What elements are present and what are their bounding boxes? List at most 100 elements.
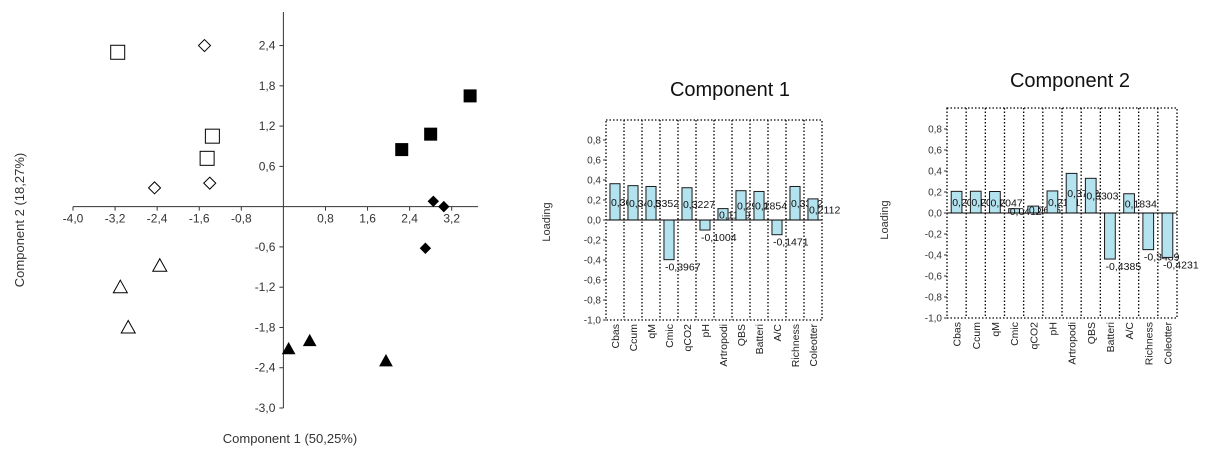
bar-category-label: A/C bbox=[772, 324, 784, 342]
bar-value-label: 0,2047 bbox=[991, 197, 1023, 209]
component-2-y-axis-label: Loading bbox=[879, 200, 891, 239]
bar-category-label: qM bbox=[990, 322, 1002, 337]
bar-category-label: pH bbox=[700, 324, 712, 337]
scatter-y-tick-label: 1,8 bbox=[259, 79, 276, 93]
bar-y-tick-label: 0,4 bbox=[928, 167, 942, 178]
loading-bar bbox=[771, 219, 783, 236]
loading-bar bbox=[1142, 212, 1155, 251]
scatter-x-axis-label: Component 1 (50,25%) bbox=[223, 431, 357, 446]
scatter-point-diamond-filled bbox=[419, 242, 432, 254]
loading-bar bbox=[663, 219, 675, 261]
scatter-point-square-open bbox=[204, 128, 220, 144]
bar-category-label: Batteri bbox=[1105, 322, 1117, 352]
scatter-y-tick-label: -0,6 bbox=[255, 240, 276, 254]
bar-y-tick-label: -0,2 bbox=[925, 230, 943, 241]
bar-category-label: Artropodi bbox=[718, 324, 730, 367]
bar-category-label: QBS bbox=[1086, 322, 1098, 344]
scatter-point-triangle-filled bbox=[302, 333, 317, 347]
bar-category-label: QBS bbox=[736, 324, 748, 346]
bar-y-tick-label: -1,0 bbox=[584, 316, 602, 327]
scatter-y-tick-label: 1,2 bbox=[259, 119, 276, 133]
scatter-x-tick-label: -4,0 bbox=[63, 212, 84, 226]
scatter-y-axis-label: Component 2 (18,27%) bbox=[12, 153, 27, 287]
scatter-point-square-filled bbox=[463, 89, 477, 103]
bar-value-label: -0,1471 bbox=[773, 237, 809, 249]
bar-category-label: pH bbox=[1047, 322, 1059, 335]
bar-category-label: qCO2 bbox=[1028, 322, 1040, 350]
scatter-point-triangle-filled bbox=[379, 353, 393, 367]
bar-y-tick-label: 0,6 bbox=[928, 146, 942, 157]
bar-y-tick-label: 0,0 bbox=[587, 216, 601, 227]
pca-scatter-plot: Component 1 (50,25%) Component 2 (18,27%… bbox=[12, 12, 478, 446]
component-1-y-axis-label: Loading bbox=[541, 202, 553, 241]
scatter-point-diamond-filled bbox=[427, 195, 439, 207]
bar-category-label: Batteri bbox=[754, 324, 766, 354]
component-1-title: Component 1 bbox=[670, 79, 790, 101]
scatter-point-diamond-filled bbox=[438, 200, 450, 213]
bar-category-label: Ccum bbox=[971, 322, 983, 350]
scatter-point-triangle-open bbox=[151, 257, 168, 272]
bar-category-label: Richness bbox=[790, 324, 802, 367]
scatter-point-square-open bbox=[199, 150, 215, 166]
bar-y-tick-label: -0,8 bbox=[584, 296, 602, 307]
scatter-y-tick-label: -3,0 bbox=[255, 401, 276, 415]
loading-bar bbox=[1104, 212, 1116, 260]
scatter-point-diamond-open bbox=[203, 176, 217, 190]
scatter-point-triangle-open bbox=[112, 279, 129, 294]
scatter-y-tick-label: 0,6 bbox=[259, 159, 276, 173]
bar-value-label: -0,1004 bbox=[701, 232, 737, 244]
bar-category-label: Cmic bbox=[664, 324, 676, 348]
bar-value-label: -0,3967 bbox=[665, 262, 701, 274]
scatter-x-tick-label: 1,6 bbox=[359, 212, 376, 226]
scatter-point-triangle-open bbox=[120, 319, 137, 334]
bar-y-tick-label: 0,8 bbox=[587, 136, 601, 147]
scatter-x-tick-label: -0,8 bbox=[231, 212, 252, 226]
bar-value-label: 0,3227 bbox=[683, 199, 715, 211]
bar-y-tick-label: 0,4 bbox=[587, 176, 601, 187]
bar-category-label: Coleotter bbox=[1162, 322, 1174, 365]
scatter-point-square-filled bbox=[395, 143, 409, 157]
bar-category-label: A/C bbox=[1124, 322, 1136, 340]
bar-value-label: 0,2854 bbox=[755, 201, 787, 213]
bar-value-label: 0,1834 bbox=[1125, 198, 1157, 210]
bar-y-tick-label: -0,6 bbox=[925, 272, 943, 283]
bar-y-tick-label: 0,2 bbox=[928, 188, 942, 199]
bar-category-label: Cbas bbox=[952, 322, 964, 347]
bar-category-label: Artropodi bbox=[1067, 322, 1079, 365]
bar-y-tick-label: -0,2 bbox=[584, 236, 602, 247]
bar-y-tick-label: 0,2 bbox=[587, 196, 601, 207]
bar-category-label: Cbas bbox=[610, 324, 622, 349]
bar-category-label: Coleotter bbox=[808, 324, 820, 367]
bar-value-label: 0,36 bbox=[611, 197, 632, 209]
bar-y-tick-label: -0,4 bbox=[584, 256, 602, 267]
bar-y-tick-label: -0,6 bbox=[584, 276, 602, 287]
bar-category-label: qCO2 bbox=[682, 324, 694, 352]
bar-value-label: 0,3352 bbox=[647, 198, 679, 210]
loading-bar bbox=[699, 219, 711, 231]
scatter-x-tick-label: 0,8 bbox=[317, 212, 334, 226]
bar-value-label: 0,3303 bbox=[1086, 191, 1118, 203]
loading-bar bbox=[1161, 212, 1174, 258]
bar-y-tick-label: 0,8 bbox=[928, 125, 942, 136]
scatter-point-square-filled bbox=[424, 127, 438, 141]
bar-category-label: Richness bbox=[1143, 322, 1155, 365]
scatter-x-tick-label: 3,2 bbox=[443, 212, 460, 226]
scatter-point-diamond-open bbox=[197, 38, 212, 53]
bar-y-tick-label: 0,6 bbox=[587, 156, 601, 167]
scatter-x-tick-label: 2,4 bbox=[401, 212, 418, 226]
component-2-title: Component 2 bbox=[1010, 70, 1130, 92]
scatter-x-tick-label: -1,6 bbox=[189, 212, 210, 226]
bar-value-label: -0,4385 bbox=[1106, 261, 1142, 273]
bar-category-label: qM bbox=[646, 324, 658, 339]
bar-category-label: Cmic bbox=[1009, 322, 1021, 346]
scatter-y-tick-label: -2,4 bbox=[255, 361, 276, 375]
scatter-y-tick-label: -1,8 bbox=[255, 320, 276, 334]
scatter-y-tick-label: 2,4 bbox=[259, 39, 276, 53]
scatter-point-square-open bbox=[110, 44, 126, 60]
bar-y-tick-label: -0,4 bbox=[925, 251, 943, 262]
component-1-loading-chart: Component 1 Loading 0,8 0,6 0,4 0,2 0,0 -0,2 -… bbox=[541, 79, 840, 367]
bar-value-label: 0,2112 bbox=[809, 204, 840, 216]
scatter-x-tick-label: -2,4 bbox=[147, 212, 168, 226]
bar-category-label: Ccum bbox=[628, 324, 640, 352]
scatter-point-triangle-filled bbox=[281, 341, 296, 355]
